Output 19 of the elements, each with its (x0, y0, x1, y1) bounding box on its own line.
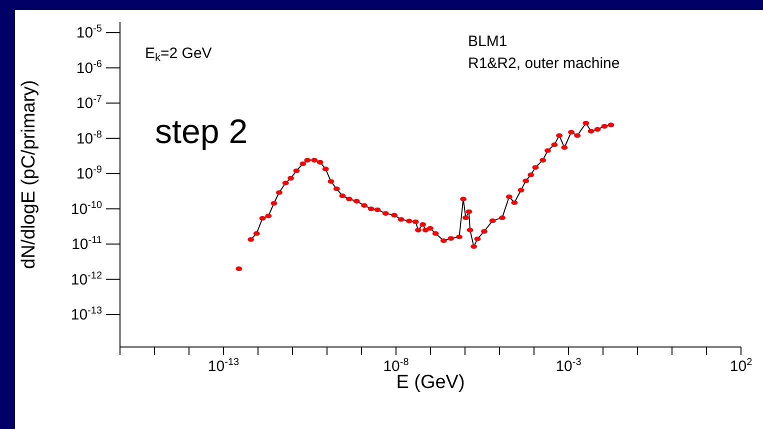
annotation: BLM1 (468, 33, 508, 50)
y-tick-label: 10$^{-10}$ (70, 200, 102, 218)
y-tick-label: 10$^{-6}$ (76, 58, 102, 77)
x-axis-title: E (GeV) (396, 372, 465, 393)
x-tick-label: 10$^{-3}$ (556, 357, 582, 375)
annotation: R1&R2, outer machine (468, 55, 620, 72)
y-tick-label: 10$^{-7}$ (76, 94, 102, 112)
annotation: E$_{k}$=2 GeV (145, 45, 212, 64)
y-tick-label: 10$^{-8}$ (76, 129, 102, 148)
y-axis-title: dN/dlogE (pC/primary) (18, 80, 40, 269)
x-tick-label: 10$^{2}$ (730, 357, 753, 375)
y-tick-label: 10$^{-11}$ (72, 235, 102, 254)
y-tick-label: 10$^{-12}$ (70, 270, 102, 288)
y-tick-label: 10$^{-5}$ (76, 24, 102, 42)
y-tick-label: 10$^{-9}$ (76, 164, 102, 183)
annotation: step 2 (155, 113, 248, 151)
x-tick-label: 10$^{-8}$ (383, 357, 410, 375)
x-tick-label: 10$^{-13}$ (208, 357, 240, 375)
y-tick-label: 10$^{-13}$ (70, 306, 102, 324)
